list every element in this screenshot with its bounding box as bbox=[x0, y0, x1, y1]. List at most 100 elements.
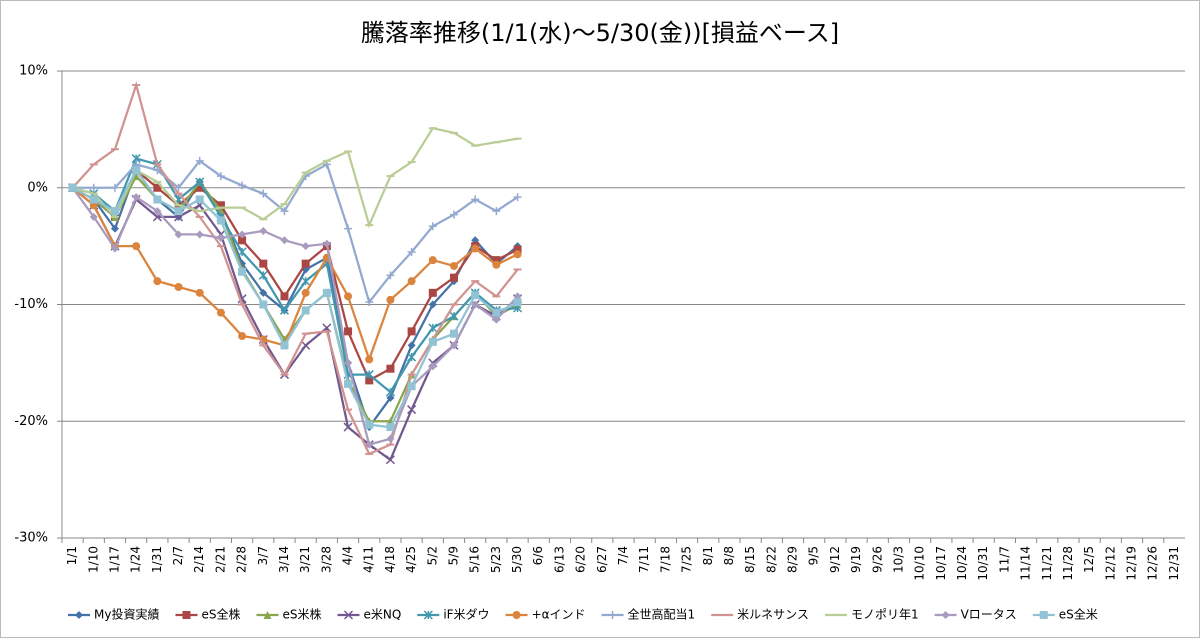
data-point bbox=[301, 242, 310, 251]
x-tick-label: 1/10 bbox=[86, 546, 100, 573]
x-tick-label: 6/27 bbox=[595, 546, 609, 573]
data-point bbox=[365, 440, 374, 449]
x-tick-label: 12/19 bbox=[1125, 546, 1139, 581]
data-point bbox=[259, 189, 268, 198]
data-point bbox=[216, 201, 225, 210]
data-point bbox=[407, 247, 416, 256]
x-tick-label: 8/22 bbox=[764, 546, 778, 573]
data-point bbox=[513, 245, 522, 254]
legend-marker bbox=[941, 611, 950, 619]
data-point bbox=[216, 216, 225, 225]
data-point bbox=[110, 244, 119, 253]
legend-marker bbox=[75, 611, 83, 619]
data-point bbox=[492, 207, 501, 216]
legend-marker bbox=[608, 611, 617, 619]
data-point bbox=[195, 288, 204, 297]
data-point bbox=[407, 341, 416, 350]
x-tick-label: 3/14 bbox=[277, 546, 291, 573]
data-point bbox=[492, 256, 501, 265]
x-tick-label: 8/15 bbox=[743, 546, 757, 573]
x-tick-label: 12/5 bbox=[1082, 546, 1096, 573]
x-tick-label: 8/1 bbox=[701, 546, 715, 565]
x-tick-label: 10/10 bbox=[913, 546, 927, 581]
x-tick-label: 10/17 bbox=[934, 546, 948, 581]
data-point bbox=[132, 172, 141, 181]
x-tick-label: 8/29 bbox=[786, 546, 800, 573]
x-tick-label: 7/25 bbox=[680, 546, 694, 573]
x-tick-label: 8/8 bbox=[722, 546, 736, 565]
data-point bbox=[110, 207, 119, 216]
data-point bbox=[513, 250, 522, 259]
series-line bbox=[71, 187, 519, 446]
data-point bbox=[195, 183, 204, 192]
x-tick-label: 7/18 bbox=[658, 546, 672, 573]
data-point bbox=[89, 195, 98, 204]
data-point bbox=[174, 183, 183, 192]
data-point bbox=[174, 207, 183, 216]
data-point bbox=[153, 277, 162, 286]
data-point bbox=[449, 311, 459, 321]
data-point bbox=[344, 358, 353, 367]
x-tick-label: 5/9 bbox=[446, 546, 460, 565]
data-point bbox=[238, 236, 247, 245]
data-point bbox=[428, 362, 437, 371]
data-point bbox=[258, 270, 268, 280]
data-point bbox=[344, 379, 353, 388]
data-point bbox=[195, 177, 205, 187]
data-point bbox=[385, 387, 395, 397]
legend-label: eS全米 bbox=[1059, 607, 1098, 622]
x-tick-label: 2/7 bbox=[171, 546, 185, 565]
x-tick-label: 6/20 bbox=[574, 546, 588, 573]
legend-label: eS全株 bbox=[201, 607, 240, 622]
chart-title: 騰落率推移(1/1(水)～5/30(金))[損益ベース] bbox=[361, 19, 839, 47]
legend-marker bbox=[343, 610, 354, 620]
y-tick-label: -30% bbox=[14, 531, 48, 546]
data-point bbox=[301, 340, 311, 350]
data-point bbox=[259, 226, 268, 235]
legend-marker bbox=[182, 611, 191, 619]
data-point bbox=[492, 260, 501, 269]
x-tick-label: 10/24 bbox=[955, 546, 969, 581]
data-point bbox=[238, 181, 247, 190]
data-point bbox=[428, 300, 437, 309]
x-tick-label: 5/30 bbox=[510, 546, 524, 573]
x-tick-label: 9/26 bbox=[870, 546, 884, 573]
data-point bbox=[259, 300, 268, 309]
data-point bbox=[195, 156, 204, 165]
legend-marker bbox=[1039, 611, 1048, 619]
x-tick-label: 3/28 bbox=[319, 546, 333, 573]
data-point bbox=[280, 207, 289, 216]
x-tick-label: 5/23 bbox=[489, 546, 503, 573]
data-point bbox=[471, 195, 480, 204]
data-point bbox=[513, 298, 522, 307]
data-point bbox=[89, 183, 98, 192]
legend-label: 全世高配当1 bbox=[628, 607, 696, 622]
legend-label: e米NQ bbox=[364, 608, 402, 622]
data-point bbox=[428, 222, 437, 231]
data-point bbox=[471, 300, 480, 309]
x-tick-label: 1/17 bbox=[107, 546, 121, 573]
x-tick-label: 11/7 bbox=[997, 546, 1011, 573]
x-tick-label: 4/4 bbox=[341, 546, 355, 565]
x-tick-label: 10/3 bbox=[891, 546, 905, 573]
data-point bbox=[322, 239, 331, 248]
x-tick-label: 5/2 bbox=[425, 546, 439, 565]
data-point bbox=[132, 193, 141, 202]
data-point bbox=[471, 244, 480, 253]
data-point bbox=[153, 166, 162, 175]
data-point bbox=[365, 420, 374, 429]
data-point bbox=[386, 271, 395, 280]
data-point bbox=[195, 195, 204, 204]
data-point bbox=[89, 212, 98, 221]
series-line bbox=[71, 186, 519, 363]
data-point bbox=[407, 382, 416, 391]
x-tick-label: 12/31 bbox=[1167, 546, 1181, 581]
x-tick-label: 3/7 bbox=[256, 546, 270, 565]
data-point bbox=[365, 355, 374, 364]
data-point bbox=[259, 288, 268, 297]
data-point bbox=[132, 242, 141, 251]
x-tick-label: 9/5 bbox=[807, 546, 821, 565]
data-point bbox=[449, 329, 458, 338]
legend-marker bbox=[423, 610, 433, 620]
